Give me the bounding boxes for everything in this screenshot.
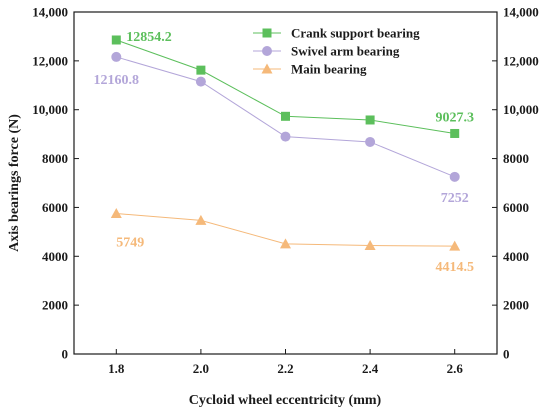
series-1: [111, 51, 460, 182]
data-labels: 12854.2 9027.3 12160.8 7252 5749 4414.5: [94, 30, 474, 275]
y-tick-label-right: 4000: [503, 249, 529, 264]
data-point: [280, 131, 291, 142]
data-point: [196, 65, 206, 75]
data-point: [365, 115, 375, 125]
data-label: 7252: [441, 191, 469, 206]
series-layer: [110, 35, 461, 251]
data-point: [280, 238, 291, 249]
legend-label: Crank support bearing: [291, 26, 420, 41]
data-label: 9027.3: [435, 110, 474, 125]
data-point: [111, 35, 121, 45]
y-tick-label-right: 2000: [503, 298, 529, 313]
y-tick-label-left: 2000: [42, 298, 68, 313]
y-tick-label-right: 14,000: [503, 5, 539, 20]
data-point: [195, 214, 207, 225]
x-tick-label: 2.4: [362, 361, 379, 376]
data-point: [449, 171, 460, 182]
y-tick-label-left: 4000: [42, 249, 68, 264]
x-axis-title: Cycloid wheel eccentricity (mm): [189, 393, 382, 408]
y-tick-label-right: 6000: [503, 200, 529, 215]
data-point: [281, 111, 290, 121]
y-tick-label-right: 10,000: [503, 102, 539, 117]
y-tick-label-left: 14,000: [32, 5, 68, 20]
y-tick-label-left: 0: [62, 347, 69, 362]
x-tick-label: 2.2: [277, 361, 293, 376]
data-point: [450, 128, 460, 138]
data-point: [449, 240, 461, 251]
x-tick-label: 2.0: [193, 361, 209, 376]
legend-marker: [262, 28, 272, 38]
legend: Crank support bearing Swivel arm bearing M…: [253, 26, 420, 77]
legend-label: Main bearing: [291, 62, 367, 77]
legend-marker: [261, 63, 273, 74]
y-tick-label-left: 8000: [42, 151, 68, 166]
data-label: 12854.2: [126, 30, 172, 45]
data-point: [111, 51, 122, 62]
legend-marker: [262, 46, 272, 56]
y-tick-label-left: 6000: [42, 200, 68, 215]
data-label: 12160.8: [94, 73, 140, 88]
legend-item-2: Main bearing: [253, 62, 367, 77]
x-tick-label: 2.6: [447, 361, 464, 376]
data-point: [365, 136, 376, 147]
legend-item-1: Swivel arm bearing: [253, 44, 400, 59]
data-point: [364, 240, 376, 251]
series-0: [111, 35, 460, 138]
data-point: [110, 208, 122, 219]
axis-ticks: 0 0 2000 2000 4000 4000 6000 6000 8000 8000 10,000…: [32, 5, 539, 377]
x-tick-label: 1.8: [108, 361, 125, 376]
y-axis-title: Axis bearings force (N): [7, 114, 22, 252]
legend-label: Swivel arm bearing: [291, 44, 400, 59]
data-label: 5749: [116, 236, 144, 251]
y-tick-label-right: 12,000: [503, 53, 539, 68]
data-label: 4414.5: [435, 260, 474, 275]
y-tick-label-right: 8000: [503, 151, 529, 166]
y-tick-label-left: 12,000: [32, 53, 68, 68]
data-point: [195, 76, 206, 87]
y-tick-label-left: 10,000: [32, 102, 68, 117]
series-2: [110, 208, 461, 251]
legend-item-0: Crank support bearing: [253, 26, 420, 41]
y-tick-label-right: 0: [503, 347, 510, 362]
